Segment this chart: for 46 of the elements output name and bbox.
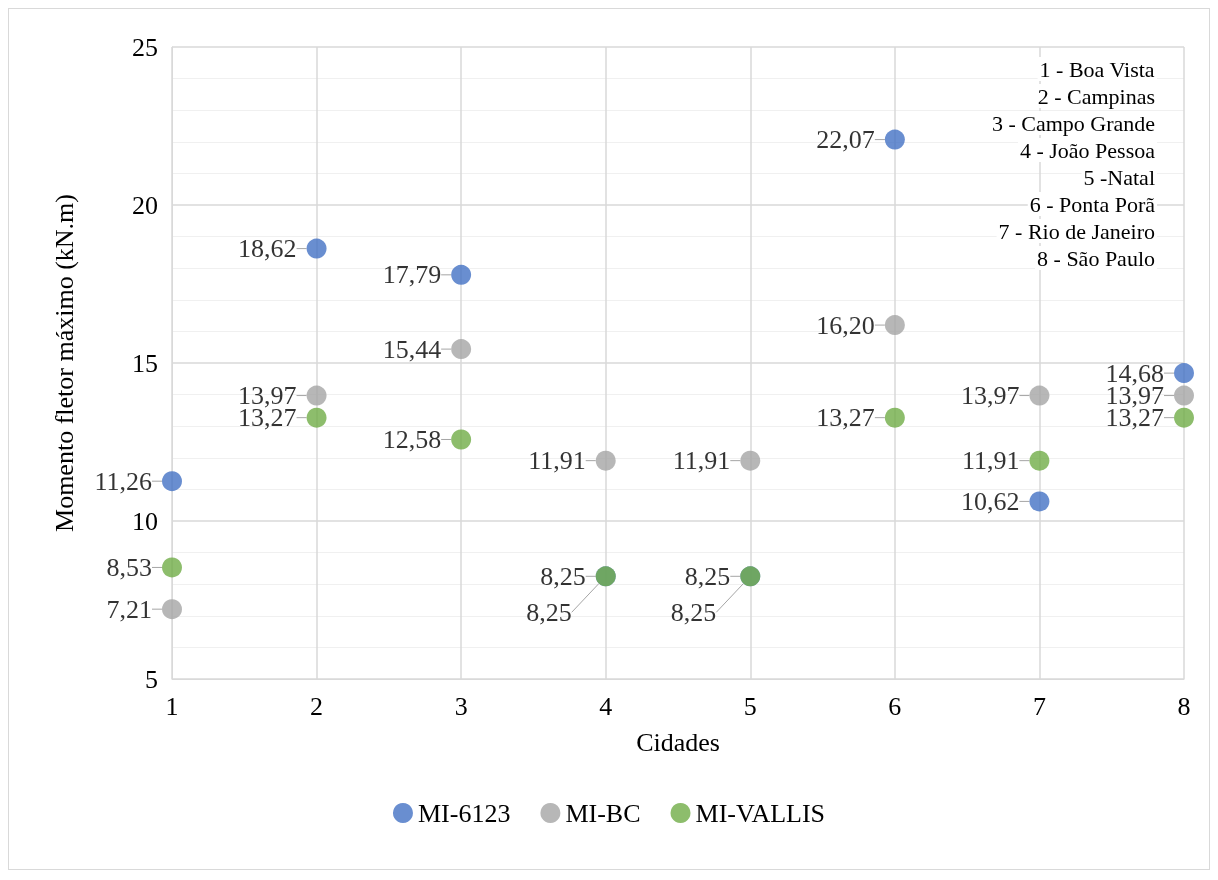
legend-label: MI-6123 xyxy=(417,798,511,828)
data-label: 8,25 xyxy=(670,597,717,627)
x-tick-label: 3 xyxy=(454,691,468,721)
y-tick-label: 10 xyxy=(132,506,158,536)
annotation: 6 - Ponta Porã xyxy=(1029,191,1156,217)
annotation: 4 - João Pessoa xyxy=(1019,137,1156,163)
data-label: 16,20 xyxy=(816,310,875,340)
annotation: 3 - Campo Grande xyxy=(991,110,1155,136)
data-label: 10,62 xyxy=(960,486,1020,516)
annotation: 5 -Natal xyxy=(1083,164,1155,190)
data-label: 8,53 xyxy=(106,552,152,582)
x-tick-label: 2 xyxy=(310,691,324,721)
data-label: 11,91 xyxy=(528,446,586,476)
data-label: 14,68 xyxy=(1105,358,1164,388)
data-label: 7,21 xyxy=(106,594,152,624)
y-tick-label: 20 xyxy=(132,190,158,220)
y-tick-label: 15 xyxy=(132,348,158,378)
data-label: 15,44 xyxy=(382,334,442,364)
data-label: 11,26 xyxy=(94,466,152,496)
x-tick-label: 6 xyxy=(888,691,902,721)
data-label: 13,97 xyxy=(960,381,1020,411)
data-label: 11,91 xyxy=(672,446,731,476)
annotation: 8 - São Paulo xyxy=(1037,245,1156,271)
annotation: 1 - Boa Vista xyxy=(1039,56,1155,82)
x-tick-label: 8 xyxy=(1177,691,1191,721)
data-label: 8,25 xyxy=(526,597,572,627)
y-tick-label: 25 xyxy=(132,32,158,62)
legend-label: MI-VALLIS xyxy=(695,798,826,828)
x-tick-label: 5 xyxy=(743,691,757,721)
legend-label: MI-BC xyxy=(565,798,641,828)
data-label: 22,07 xyxy=(816,125,875,155)
data-label: 11,91 xyxy=(961,446,1020,476)
y-tick-label: 5 xyxy=(145,664,158,694)
x-tick-label: 7 xyxy=(1032,691,1046,721)
x-tick-label: 1 xyxy=(165,691,179,721)
data-label: 18,62 xyxy=(238,234,297,264)
data-label: 8,25 xyxy=(540,561,586,591)
annotation: 2 - Campinas xyxy=(1037,83,1156,109)
data-label: 12,58 xyxy=(382,424,442,454)
data-label: 17,79 xyxy=(382,260,442,290)
data-label: 13,27 xyxy=(816,403,875,433)
x-tick-label: 4 xyxy=(599,691,613,721)
x-axis-title: Cidades xyxy=(636,727,720,757)
data-label: 8,25 xyxy=(684,561,731,591)
y-axis-title: Momento fletor máximo (kN.m) xyxy=(49,194,79,532)
annotation: 7 - Rio de Janeiro xyxy=(998,218,1155,244)
